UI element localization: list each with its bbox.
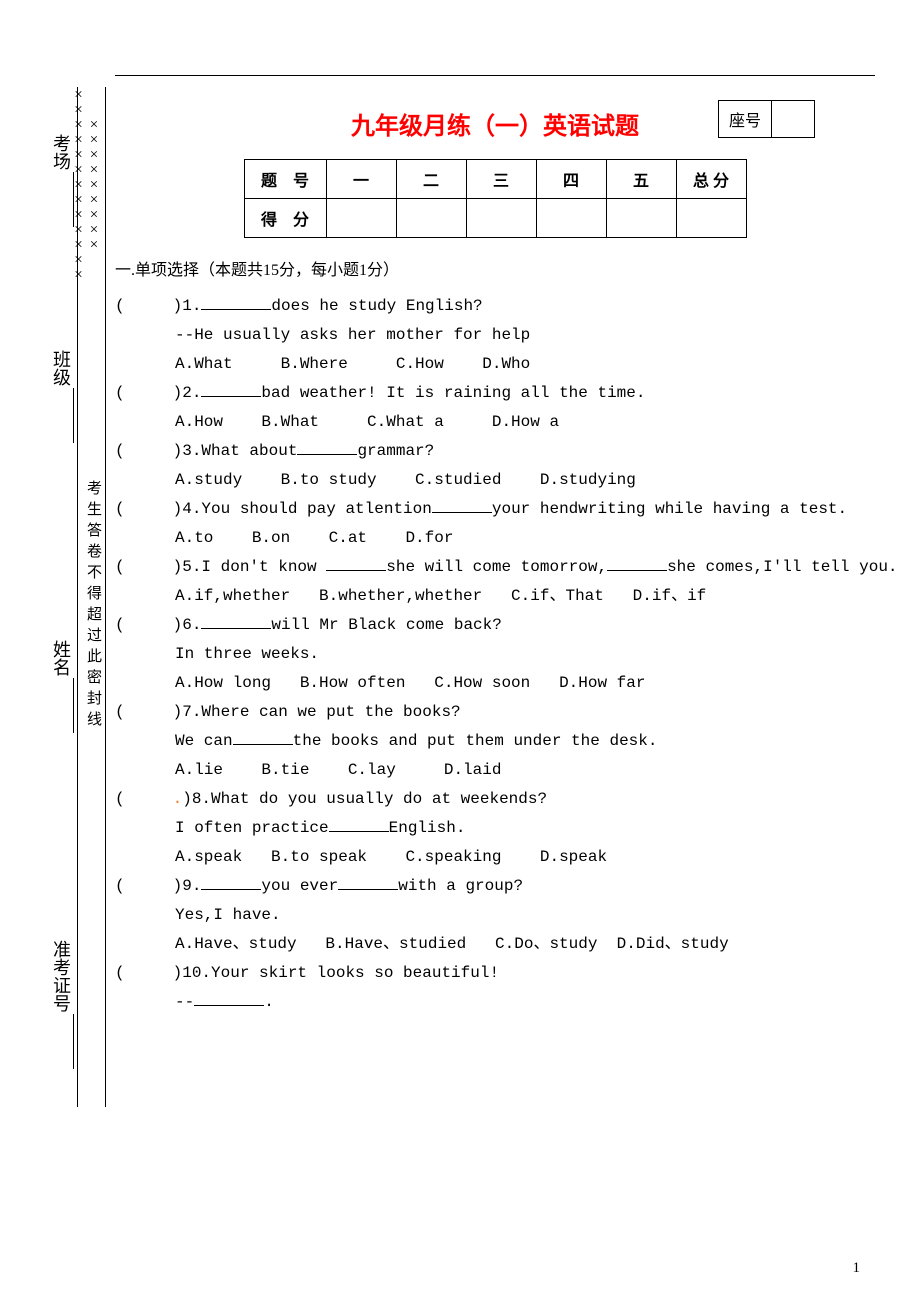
question-9: ( )9. you ever with a group? xyxy=(115,874,875,898)
page-content: 九年级月练（一）英语试题 座号 题 号 一 二 三 四 五 总 分 得 分 一.… xyxy=(115,75,875,1019)
blank-field[interactable] xyxy=(201,615,271,629)
col-cell: 二 xyxy=(396,160,466,199)
question-10: ( )10.Your skirt looks so beautiful! xyxy=(115,961,875,985)
label-text: 考场 xyxy=(51,134,71,170)
score-cell[interactable] xyxy=(676,199,746,238)
q-text: you ever xyxy=(261,877,338,895)
col-cell: 三 xyxy=(466,160,536,199)
col-cell: 一 xyxy=(326,160,396,199)
q-num: ( )3.What about xyxy=(115,442,297,460)
blank-field[interactable] xyxy=(297,441,357,455)
question-1-options: A.What B.Where C.How D.Who xyxy=(115,352,875,376)
q-text: English. xyxy=(389,819,466,837)
q-text: I often practice xyxy=(175,819,329,837)
seat-label: 座号 xyxy=(719,101,772,137)
q-text: the books and put them under the desk. xyxy=(293,732,658,750)
question-8-line2: I often practice English. xyxy=(115,816,875,840)
question-9-line2: Yes,I have. xyxy=(115,903,875,927)
q-text: grammar? xyxy=(357,442,434,460)
question-1-line2: --He usually asks her mother for help xyxy=(115,323,875,347)
header-cell: 题 号 xyxy=(244,160,326,199)
side-label-kaochang: 考场 xyxy=(48,134,74,227)
blank-field[interactable] xyxy=(432,499,492,513)
table-row: 得 分 xyxy=(244,199,746,238)
q-text: with a group? xyxy=(398,877,523,895)
q-num: ( )5.I don't know xyxy=(115,558,326,576)
question-7-line2: We can the books and put them under the d… xyxy=(115,729,875,753)
q-num: ( )9. xyxy=(115,877,201,895)
table-row: 题 号 一 二 三 四 五 总 分 xyxy=(244,160,746,199)
seat-number-box: 座号 xyxy=(718,100,815,138)
label-text: 姓名 xyxy=(51,640,71,676)
q-text: your hendwriting while having a test. xyxy=(492,500,847,518)
question-2: ( )2. bad weather! It is raining all the … xyxy=(115,381,875,405)
side-label-banji: 班级 xyxy=(48,350,74,443)
blank-field[interactable] xyxy=(329,818,389,832)
question-3: ( )3.What about grammar? xyxy=(115,439,875,463)
question-8-options: A.speak B.to speak C.speaking D.speak xyxy=(115,845,875,869)
exam-title: 九年级月练（一）英语试题 xyxy=(351,114,639,140)
question-1: ( )1. does he study English? xyxy=(115,294,875,318)
q-text: she comes,I'll tell you. xyxy=(667,558,897,576)
q-text: she will come tomorrow, xyxy=(386,558,607,576)
title-row: 九年级月练（一）英语试题 座号 xyxy=(115,106,875,141)
page-number: 1 xyxy=(853,1260,861,1277)
question-5: ( )5.I don't know she will come tomorrow… xyxy=(115,555,875,579)
score-cell[interactable] xyxy=(326,199,396,238)
seat-value[interactable] xyxy=(772,101,814,137)
blank-field[interactable] xyxy=(326,557,386,571)
score-cell[interactable] xyxy=(466,199,536,238)
col-cell: 总 分 xyxy=(676,160,746,199)
question-2-options: A.How B.What C.What a D.How a xyxy=(115,410,875,434)
blank-field[interactable] xyxy=(201,876,261,890)
blank-field[interactable] xyxy=(201,296,271,310)
score-cell[interactable] xyxy=(536,199,606,238)
col-cell: 四 xyxy=(536,160,606,199)
question-4-options: A.to B.on C.at D.for xyxy=(115,526,875,550)
question-10-line2: --. xyxy=(115,990,875,1014)
q-text: does he study English? xyxy=(271,297,482,315)
question-5-options: A.if,whether B.whether,whether C.if、That… xyxy=(115,584,875,608)
q-text: -- xyxy=(175,993,194,1011)
q-num: ( )1. xyxy=(115,297,201,315)
score-table: 题 号 一 二 三 四 五 总 分 得 分 xyxy=(244,159,747,238)
side-label-zhunkao: 准考证号 xyxy=(48,940,74,1069)
blank-field[interactable] xyxy=(201,383,261,397)
score-cell[interactable] xyxy=(606,199,676,238)
question-6-line2: In three weeks. xyxy=(115,642,875,666)
side-label-xingming: 姓名 xyxy=(48,640,74,733)
blank-field[interactable] xyxy=(194,992,264,1006)
q-num: ( )6. xyxy=(115,616,201,634)
q-text: . xyxy=(264,993,274,1011)
blank-field[interactable] xyxy=(233,731,293,745)
header-cell: 得 分 xyxy=(244,199,326,238)
blank-field[interactable] xyxy=(338,876,398,890)
q-num: ( )2. xyxy=(115,384,201,402)
question-6: ( )6. will Mr Black come back? xyxy=(115,613,875,637)
score-cell[interactable] xyxy=(396,199,466,238)
label-text: 准考证号 xyxy=(51,940,71,1012)
col-cell: 五 xyxy=(606,160,676,199)
q-num: ( )4.You should pay atlention xyxy=(115,500,432,518)
blank-field[interactable] xyxy=(607,557,667,571)
q-text: bad weather! It is raining all the time. xyxy=(261,384,645,402)
binding-line-inner xyxy=(105,87,106,1107)
question-3-options: A.study B.to study C.studied D.studying xyxy=(115,468,875,492)
orange-dot-icon: . xyxy=(173,790,183,808)
seal-line-text: 考生答卷不得超过此密封线 xyxy=(83,480,104,732)
x-marks-column: ××××××××××××××××××××××××××××××××××××××××… xyxy=(83,87,101,282)
question-7: ( )7.Where can we put the books? xyxy=(115,700,875,724)
q-text: will Mr Black come back? xyxy=(271,616,501,634)
question-6-options: A.How long B.How often C.How soon D.How … xyxy=(115,671,875,695)
question-8: ( .)8.What do you usually do at weekends… xyxy=(115,787,875,811)
question-7-options: A.lie B.tie C.lay D.laid xyxy=(115,758,875,782)
q-text: We can xyxy=(175,732,233,750)
question-4: ( )4.You should pay atlention your hendwr… xyxy=(115,497,875,521)
label-text: 班级 xyxy=(51,350,71,386)
question-9-options: A.Have、study B.Have、studied C.Do、study D… xyxy=(115,932,875,956)
section-1-heading: 一.单项选择（本题共15分，每小题1分） xyxy=(115,256,875,280)
